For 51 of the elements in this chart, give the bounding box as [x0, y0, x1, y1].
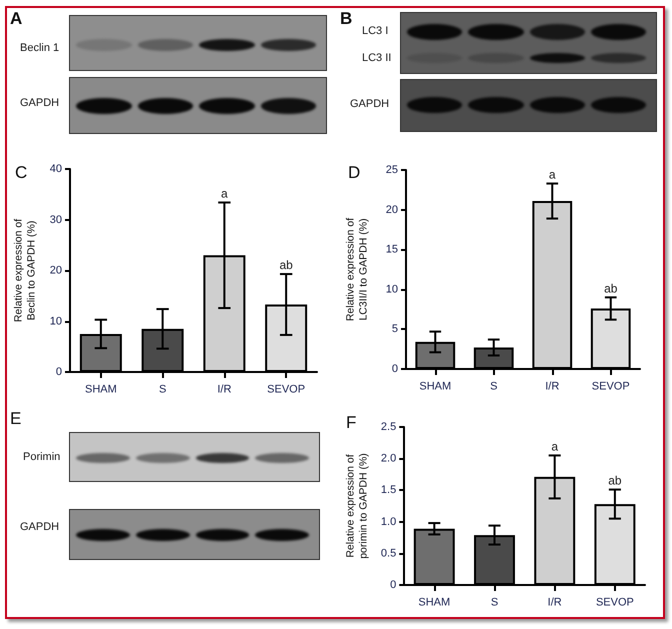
text: LC3 II	[362, 51, 392, 65]
x-tick-label: SHAM	[418, 596, 450, 608]
y-axis-title: Relative expression of LC3II/I to GAPDH (%)	[344, 218, 370, 322]
y-axis-title: Relative expression of Beclin to GAPDH (%)	[12, 218, 38, 322]
x-tick-label: S	[158, 384, 166, 396]
text: E	[10, 409, 22, 429]
y-tick-label: 5	[392, 323, 398, 336]
x-tick-label: I/R	[217, 384, 232, 396]
text: Porimin	[23, 450, 60, 464]
y-axis-title: Relative expression of porimin to GAPDH (%)	[344, 453, 370, 559]
annotation: ab	[608, 474, 622, 488]
text: A	[10, 9, 22, 29]
y-tick-label: 0	[392, 363, 398, 375]
y-tick-label: 0	[390, 579, 396, 591]
y-tick-label: 25	[386, 164, 398, 176]
chart-title: D	[348, 163, 360, 182]
annotation: a	[221, 186, 228, 200]
y-tick-label: 20	[386, 204, 398, 216]
y-tick-label: 20	[50, 264, 62, 276]
y-tick-label: 10	[50, 315, 62, 328]
y-tick-label: 0	[56, 366, 62, 378]
annotation: a	[548, 168, 556, 182]
annotation: ab	[279, 258, 294, 272]
x-tick-label: SEVOP	[596, 596, 634, 608]
x-tick-label: SHAM	[419, 380, 452, 392]
text: B	[340, 9, 352, 29]
y-tick-label: 2.5	[380, 421, 396, 433]
chart-title: F	[346, 413, 356, 432]
chart-title: C	[15, 163, 28, 182]
annotation: a	[551, 439, 558, 454]
text: LC3 I	[362, 24, 388, 38]
y-tick-label: 1.5	[380, 484, 396, 496]
x-tick-label: S	[490, 380, 498, 392]
text: GAPDH	[350, 97, 390, 111]
text: Beclin 1	[20, 41, 60, 55]
x-tick-label: SHAM	[84, 384, 117, 396]
text: GAPDH	[20, 96, 60, 110]
y-tick-label: 2.0	[380, 452, 396, 465]
y-tick-label: 15	[386, 244, 398, 256]
y-tick-label: 0.5	[380, 547, 396, 560]
annotation: ab	[604, 281, 618, 296]
x-tick-label: I/R	[548, 596, 562, 608]
text: GAPDH	[20, 520, 60, 534]
x-tick-label: S	[490, 596, 498, 608]
x-tick-label: SEVOP	[592, 380, 630, 392]
y-tick-label: 10	[386, 283, 398, 296]
y-tick-label: 40	[50, 163, 62, 175]
y-tick-label: 30	[50, 214, 62, 226]
x-tick-label: SEVOP	[267, 384, 306, 396]
x-tick-label: I/R	[545, 380, 560, 392]
y-tick-label: 1.0	[380, 516, 396, 528]
